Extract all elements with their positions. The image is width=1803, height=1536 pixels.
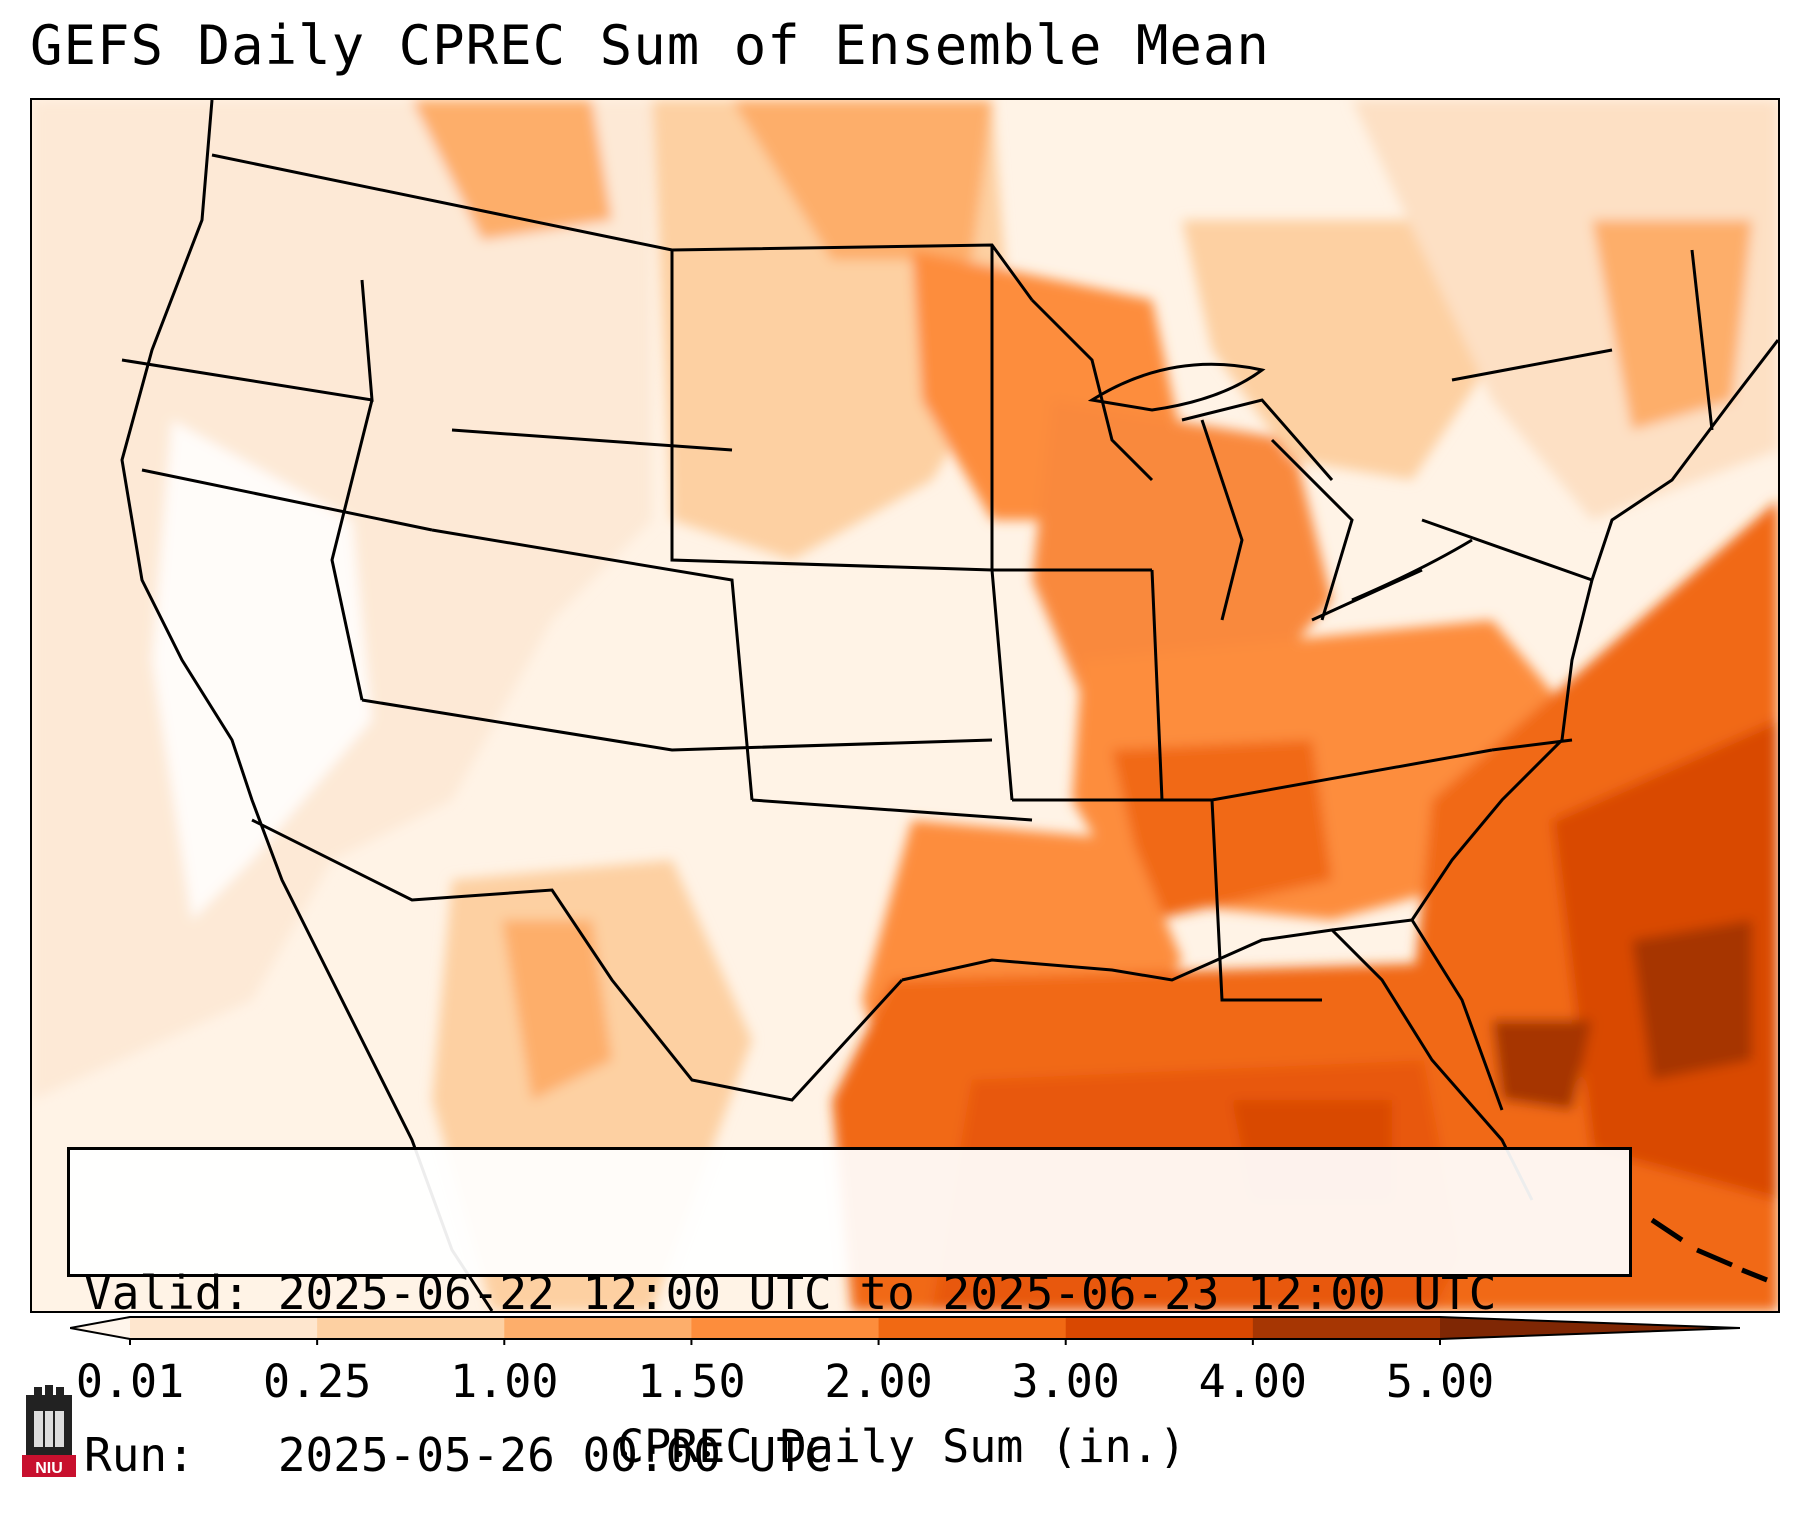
colorbar-segments <box>70 1317 1740 1339</box>
colorbar-ticks <box>129 1339 1441 1345</box>
map-outlines <box>120 100 1778 1311</box>
us-mexico-border <box>251 818 904 1102</box>
colorbar-segment <box>504 1317 692 1339</box>
colorbar-tick-label: 0.01 <box>75 1355 185 1408</box>
colorbar-tick-label: 2.00 <box>824 1355 933 1408</box>
colorbar-segment <box>878 1317 1067 1339</box>
logo-text: NIU <box>35 1460 63 1477</box>
gulf-coastline <box>901 928 1534 1201</box>
valid-time-line: Valid: 2025-06-22 12:00 UTC to 2025-06-2… <box>84 1266 1497 1320</box>
colorbar-extend-min <box>70 1317 130 1339</box>
colorbar-tick-label: 5.00 <box>1385 1355 1495 1408</box>
colorbar-segment <box>130 1317 318 1339</box>
colorbar-segment <box>1252 1317 1441 1339</box>
validity-info-box: Valid: 2025-06-22 12:00 UTC to 2025-06-2… <box>67 1147 1632 1482</box>
precip-map <box>30 98 1780 1313</box>
colorbar-segment <box>317 1317 505 1339</box>
colorbar-tick-label: 3.00 <box>1011 1355 1120 1408</box>
colorbar-tick-labels: 0.01 0.25 1.00 1.50 2.00 3.00 4.00 5.00 <box>0 1355 1803 1415</box>
colorbar-segment <box>1065 1317 1254 1339</box>
colorbar-tick-label: 0.25 <box>262 1355 372 1408</box>
colorbar-extend-max <box>1440 1317 1740 1339</box>
colorbar-tick-label: 1.00 <box>450 1355 559 1408</box>
great-lakes <box>1087 362 1473 621</box>
us-canada-border <box>211 153 1034 301</box>
colorbar <box>70 1316 1740 1345</box>
colorbar-tick-label: 4.00 <box>1198 1355 1308 1408</box>
colorbar-segment <box>691 1317 880 1339</box>
map-canvas <box>32 100 1778 1311</box>
niu-castle-logo-icon: NIU <box>22 1385 76 1477</box>
atlantic-coastline <box>1410 339 1778 921</box>
caribbean-islands <box>1650 1217 1768 1283</box>
colorbar-label: CPREC Daily Sum (in.) <box>617 1420 1186 1473</box>
colorbar-tick-label: 1.50 <box>637 1355 746 1408</box>
chart-title: GEFS Daily CPREC Sum of Ensemble Mean <box>30 14 1270 77</box>
florida-coast <box>1331 918 1504 1111</box>
run-time-line: Run: 2025-05-26 00:00 UTC <box>84 1428 832 1482</box>
pacific-coastline <box>120 100 494 1311</box>
